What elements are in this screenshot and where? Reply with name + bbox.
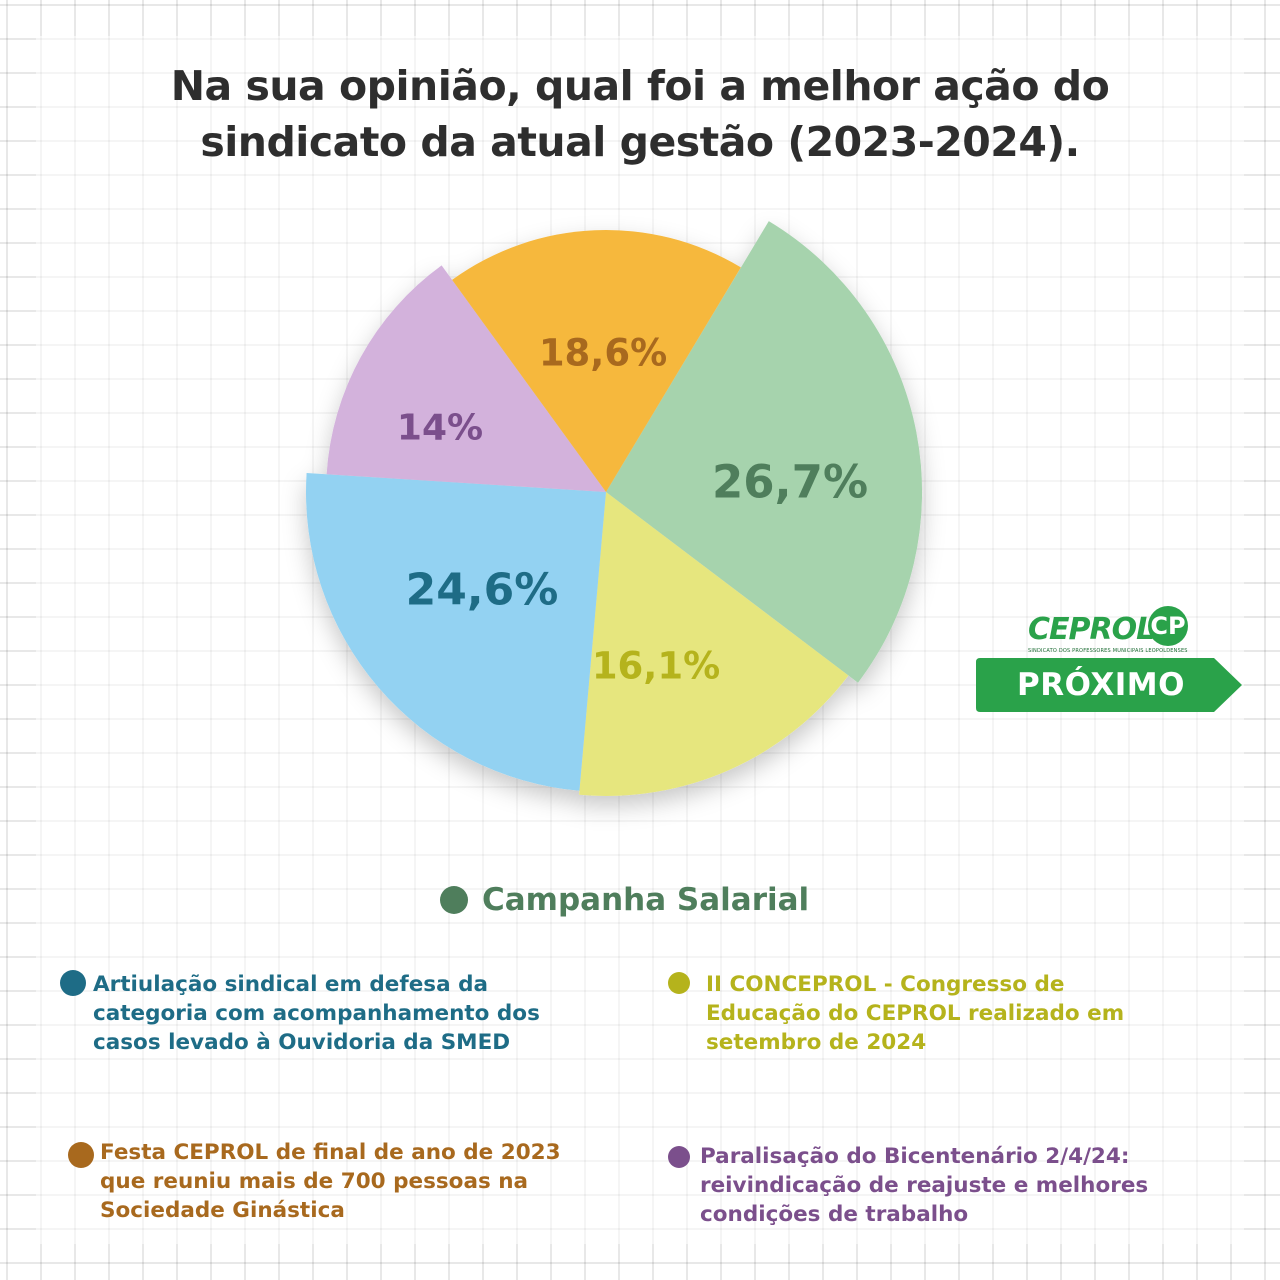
legend-text-line: casos levado à Ouvidoria da SMED [93, 1030, 511, 1055]
slice-value-label: 18,6% [539, 332, 667, 375]
logo-mark-icon: CP [1148, 606, 1188, 646]
legend-text-line: Paralisação do Bicentenário 2/4/24: [700, 1144, 1130, 1169]
legend-text-line: II CONCEPROL - Congresso de [706, 972, 1065, 997]
legend-text-line: categoria com acompanhamento dos [93, 1001, 540, 1026]
logo-wordmark: CEPROL [1028, 612, 1155, 647]
pie-slice-5 [452, 229, 741, 492]
legend-text-line: Festa CEPROL de final de ano de 2023 [100, 1140, 561, 1165]
slice-value-label: 24,6% [406, 565, 559, 616]
pie-slice-4 [326, 265, 606, 492]
pie-slice-3 [305, 473, 606, 791]
legend-text-line: Artiulação sindical em defesa da [93, 972, 488, 997]
legend-text-line: Educação do CEPROL realizado em [706, 1001, 1125, 1026]
page-title: Na sua opinião, qual foi a melhor ação d… [0, 58, 1280, 170]
legend-dot-yellow [668, 972, 690, 994]
legend-dot-purple [668, 1146, 690, 1168]
title-line-2: sindicato da atual gestão (2023-2024). [200, 118, 1080, 166]
legend-dot-blue [60, 970, 86, 996]
legend-text-line: que reuniu mais de 700 pessoas na [100, 1169, 529, 1194]
slice-value-label: 14% [397, 408, 483, 449]
logo-subtitle: SINDICATO DOS PROFESSORES MUNICIPAIS LEO… [1028, 648, 1188, 654]
legend-dot-orange [68, 1142, 94, 1168]
ceprol-logo: CEPROL CP SINDICATO DOS PROFESSORES MUNI… [1028, 606, 1198, 658]
next-button-label: PRÓXIMO [1017, 667, 1185, 703]
arrow-right-icon [976, 658, 1242, 712]
legend-text-line: condições de trabalho [700, 1202, 969, 1227]
title-line-1: Na sua opinião, qual foi a melhor ação d… [170, 62, 1110, 110]
pie-slice-2 [579, 492, 849, 796]
legend-text-line: Campanha Salarial [482, 882, 810, 918]
legend-text-line: Sociedade Ginástica [100, 1198, 345, 1223]
next-button[interactable]: PRÓXIMO [976, 658, 1242, 712]
legend-dot-green [440, 886, 468, 914]
slice-value-label: 16,1% [592, 645, 720, 688]
pie-slice-1 [606, 221, 923, 683]
slice-value-label: 26,7% [712, 456, 868, 509]
legend-text-line: setembro de 2024 [706, 1030, 927, 1055]
legend-text-line: reivindicação de reajuste e melhores [700, 1173, 1149, 1198]
